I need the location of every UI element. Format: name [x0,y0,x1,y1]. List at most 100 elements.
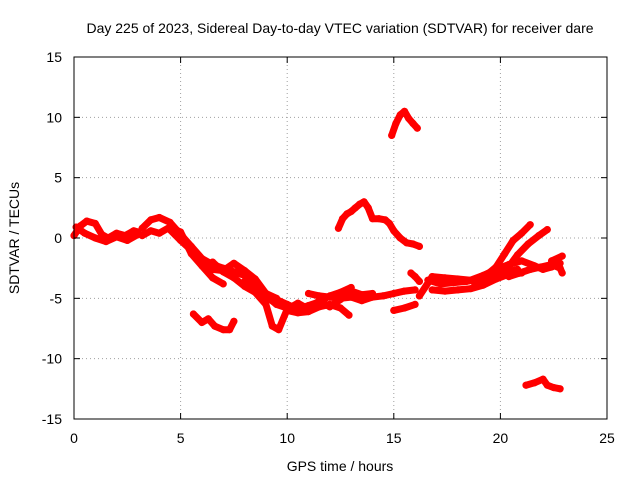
data-point [550,384,558,392]
data-point [479,281,487,289]
data-point [315,303,323,311]
data-point [471,280,479,288]
data-point [505,273,513,281]
tick-layer: 0 5 10 15 20 25 -15 -10 -5 0 5 10 15 [42,49,615,446]
x-tick-label: 15 [386,430,402,446]
data-point [556,385,564,393]
data-point [522,381,530,389]
data-point [230,317,238,325]
y-tick-label: 5 [54,170,62,186]
data-point [530,379,539,387]
data-point [326,293,334,301]
data-point [339,215,347,223]
data-point [219,268,227,276]
data-point [219,326,227,334]
data-point [166,226,174,234]
data-point [441,287,449,295]
data-point [304,289,313,298]
data-point [539,375,547,383]
data-point [102,238,110,246]
data-point [138,224,146,232]
data-point [449,279,458,287]
data-point [518,257,526,265]
data-point [251,283,259,292]
data-point [526,265,534,273]
data-point [189,310,197,318]
data-point [198,257,206,265]
data-point [405,114,413,123]
data-point [548,257,556,265]
x-tick-label: 5 [177,430,185,446]
data-point [403,239,411,247]
data-point [392,119,400,127]
data-point [518,229,526,237]
data-point [241,267,249,275]
data-point [209,258,217,266]
data-point [454,286,462,294]
data-point [336,294,345,302]
data-point [262,289,270,298]
data-point [411,286,419,294]
data-point [535,232,543,240]
data-point [411,273,419,281]
data-point [368,215,377,223]
data-point [415,277,423,285]
data-point [379,292,387,300]
data-point [413,124,421,132]
data-point [209,274,217,282]
data-point [347,293,355,301]
data-point [268,322,276,330]
data-point [81,229,89,237]
data-point [415,292,423,300]
data-point [315,292,323,300]
y-tick-label: -10 [42,351,62,367]
data-point [400,304,409,312]
data-point [368,293,377,301]
data-point [441,274,449,282]
data-point [390,289,398,298]
data-point [177,236,185,244]
data-point [230,259,238,267]
data-point [283,306,291,314]
data-point [283,300,291,308]
data-point [147,216,155,224]
x-axis-title: GPS time / hours [287,458,394,474]
data-point [400,107,409,115]
data-point [400,287,409,295]
data-point [390,227,398,235]
data-point [424,276,432,284]
series-track-1 [70,217,142,242]
data-point [275,326,283,334]
data-point [226,326,234,334]
data-point [513,251,522,259]
data-point [230,274,238,282]
data-point [294,309,302,317]
data-point [484,270,492,278]
data-point [211,322,219,330]
data-point [409,119,417,127]
data-point [347,283,355,292]
data-point [113,233,121,241]
data-point [334,224,342,232]
data-point [83,217,91,225]
data-point [501,250,509,258]
data-point [155,229,163,237]
data-point [187,246,195,254]
data-point [155,213,163,222]
data-point [123,236,131,244]
data-point [198,318,206,327]
chart-title: Day 225 of 2023, Sidereal Day-to-day VTE… [86,20,593,36]
data-point [375,215,383,223]
data-point [326,300,334,308]
y-tick-label: 10 [46,109,62,125]
data-point [492,274,500,282]
data-point [241,277,249,285]
data-point [272,295,281,304]
plot-frame [73,56,608,420]
data-point [364,204,372,212]
data-point [524,240,532,248]
data-point [411,300,419,308]
data-point [385,219,394,228]
data-layer [70,107,566,393]
